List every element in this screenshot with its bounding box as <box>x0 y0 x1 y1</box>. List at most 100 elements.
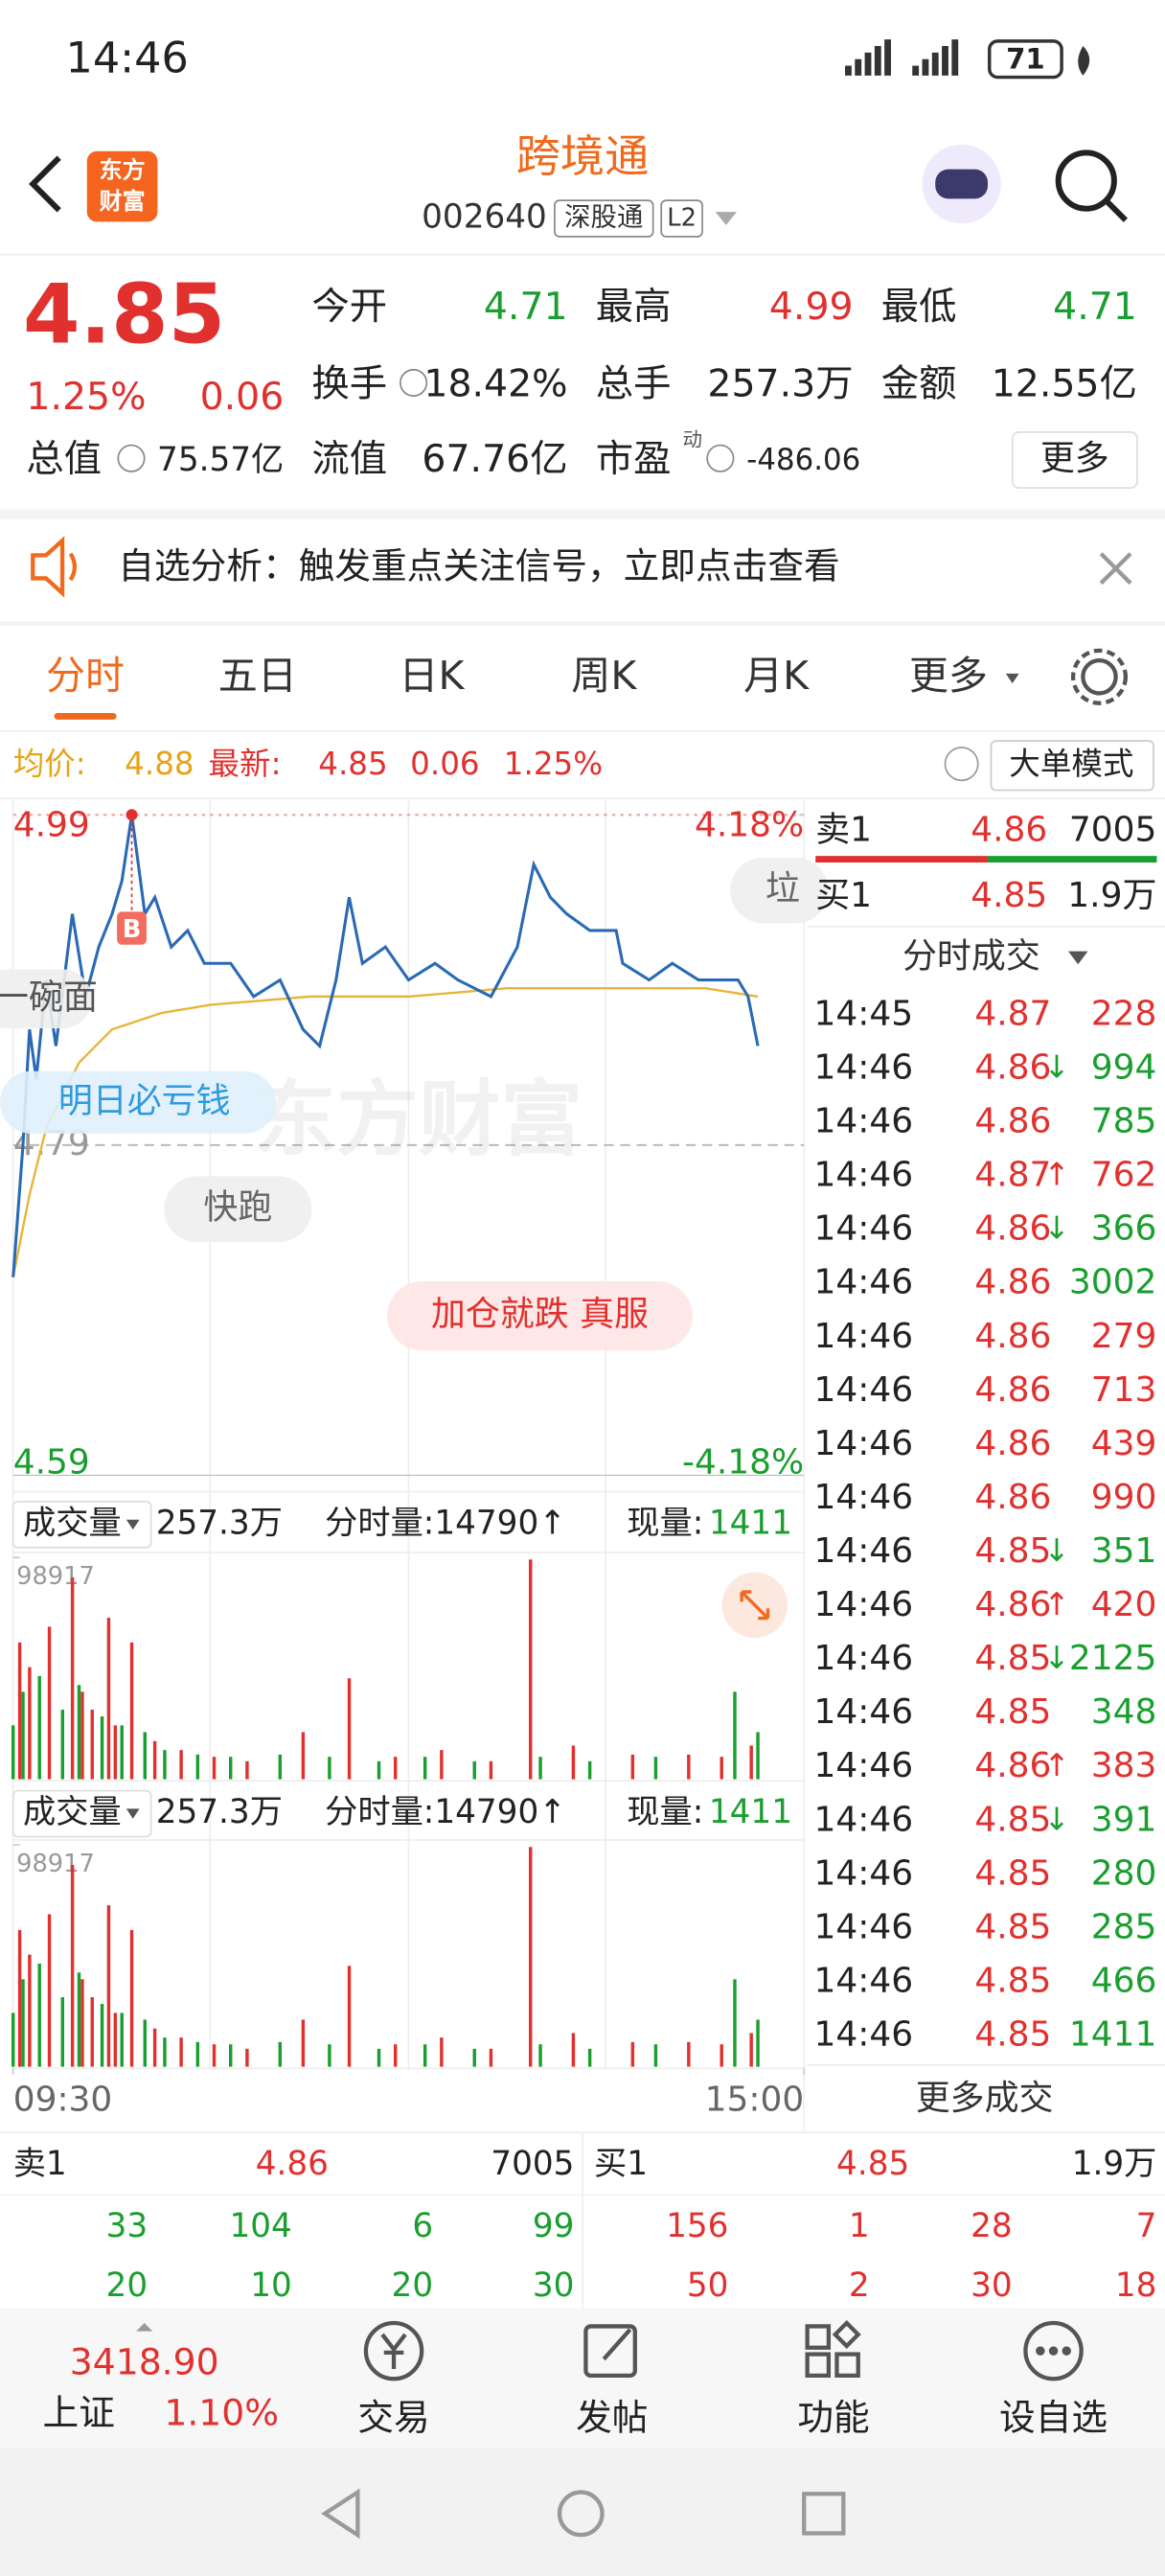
volume-bar <box>472 1760 476 1780</box>
danmaku-bubble <box>0 1070 276 1134</box>
trade-time: 14:46 <box>813 1478 913 1517</box>
nav-back[interactable] <box>321 2488 360 2540</box>
volume-bar <box>70 1577 75 1780</box>
index-name: 上证 <box>43 2391 115 2433</box>
y2-tick-label: -4.18% <box>682 1442 804 1482</box>
close-button[interactable] <box>1099 552 1132 586</box>
depth-value: 156 <box>666 2207 728 2245</box>
volume-bar <box>80 1691 84 1780</box>
trade-volume: 2125 <box>1069 1639 1157 1678</box>
dropdown-arrow[interactable] <box>715 212 737 225</box>
volume-bar <box>756 2019 760 2067</box>
tab-dropdown <box>1005 673 1019 684</box>
tab-underline <box>54 713 117 720</box>
trade-price: 4.86 <box>974 1478 1051 1517</box>
volume-bar <box>152 1740 157 1780</box>
volume-bar <box>571 2033 576 2067</box>
trade-time: 14:45 <box>813 994 913 1033</box>
help-icon[interactable] <box>944 747 979 782</box>
depth-value: 10 <box>250 2266 292 2305</box>
trade-volume: 279 <box>1091 1317 1157 1356</box>
trade-volume: 351 <box>1091 1531 1157 1571</box>
mode-button[interactable] <box>990 740 1154 792</box>
nav-item[interactable]: 功能 <box>797 2397 869 2439</box>
trade-time: 14:46 <box>813 1961 913 2000</box>
field-label: 今开 <box>311 285 387 329</box>
y-tick-label: 4.59 <box>13 1442 90 1482</box>
trade-price: 4.87 <box>974 1156 1051 1195</box>
volume-bar <box>90 1997 94 2067</box>
nav-item[interactable]: 交易 <box>357 2397 429 2439</box>
last-label: 最新: <box>209 746 282 782</box>
volume-bar <box>212 2044 217 2067</box>
tab[interactable]: 分时 <box>46 653 125 699</box>
speaker-wave <box>68 552 78 582</box>
volume-bar <box>195 1754 200 1780</box>
volume-dropdown <box>126 1808 140 1819</box>
info-icon[interactable] <box>400 368 428 397</box>
tab[interactable]: 日K <box>399 653 465 699</box>
more-button[interactable] <box>1011 431 1138 489</box>
volume-bar <box>113 2012 118 2067</box>
volume-bar <box>278 2041 283 2067</box>
depth-value: 20 <box>106 2266 148 2305</box>
trade-price: 4.85 <box>974 1800 1051 1839</box>
field-value: -486.06 <box>746 443 860 477</box>
nav-item[interactable]: 设自选 <box>999 2397 1108 2439</box>
trade-price: 4.85 <box>974 2015 1051 2055</box>
trade-price: 4.85 <box>974 1907 1051 1946</box>
more-button-text[interactable]: 更多 <box>1040 439 1109 478</box>
trade-price: 4.86 <box>974 1370 1051 1410</box>
trade-price: 4.86 <box>974 1209 1051 1249</box>
settings-button[interactable] <box>1081 657 1118 696</box>
volume-bar <box>143 1732 147 1780</box>
danmaku-bubble <box>387 1281 693 1351</box>
stock-name: 跨境通 <box>516 130 650 182</box>
depth-value: 28 <box>971 2207 1013 2245</box>
volume-bar <box>538 1757 542 1780</box>
volume-bar <box>11 2012 15 2067</box>
volume-bar <box>245 2048 249 2067</box>
tab[interactable]: 五日 <box>218 653 297 699</box>
volume-bar <box>630 2041 635 2067</box>
back-button[interactable] <box>29 155 61 213</box>
danmaku-text: 加仓就跌 真服 <box>431 1295 649 1334</box>
search-button[interactable] <box>1055 150 1117 212</box>
y-tick-label: 4.99 <box>13 805 90 844</box>
volume-bar <box>47 1626 52 1780</box>
depth-value: 20 <box>392 2266 434 2305</box>
last-price: 4.85 <box>23 267 225 363</box>
tab[interactable]: 月K <box>743 653 810 699</box>
tab[interactable]: 周K <box>571 653 637 699</box>
trade-volume: 762 <box>1091 1156 1157 1195</box>
index-value: 3418.90 <box>70 2340 219 2382</box>
trades-title: 分时成交 <box>902 936 1040 976</box>
info-icon[interactable] <box>706 444 735 472</box>
volume-tick-label: 98917 <box>16 1562 95 1591</box>
trade-volume: 285 <box>1091 1907 1157 1946</box>
more-trades[interactable]: 更多成交 <box>916 2079 1054 2118</box>
trade-time: 14:46 <box>813 1531 913 1571</box>
trade-arrow: ↓ <box>1043 1210 1069 1247</box>
tab[interactable]: 更多 <box>909 653 988 699</box>
volume-bar <box>229 2044 233 2067</box>
volume-bar <box>120 1725 124 1780</box>
volume-bar <box>301 1732 306 1780</box>
trade-time: 14:46 <box>813 1156 913 1195</box>
watermark: 东方财富 <box>255 1072 582 1168</box>
trade-price: 4.86 <box>974 1263 1051 1302</box>
volume-bar <box>630 1754 635 1780</box>
volume-period: 分时量:14790↑ <box>325 1504 566 1542</box>
info-icon[interactable] <box>117 444 146 472</box>
trade-arrow: ↓ <box>1043 1640 1069 1676</box>
trade-time: 14:46 <box>813 1317 913 1356</box>
nav-item[interactable]: 发帖 <box>576 2397 648 2439</box>
volume-bar <box>152 2028 157 2067</box>
nav-recent[interactable] <box>802 2492 846 2536</box>
nav-home[interactable] <box>557 2490 605 2538</box>
danmaku-text: 一碗面 <box>0 978 98 1017</box>
volume-label: 成交量 <box>23 1504 122 1542</box>
trade-volume: 383 <box>1091 1746 1157 1785</box>
avg-value: 4.88 <box>125 746 194 782</box>
